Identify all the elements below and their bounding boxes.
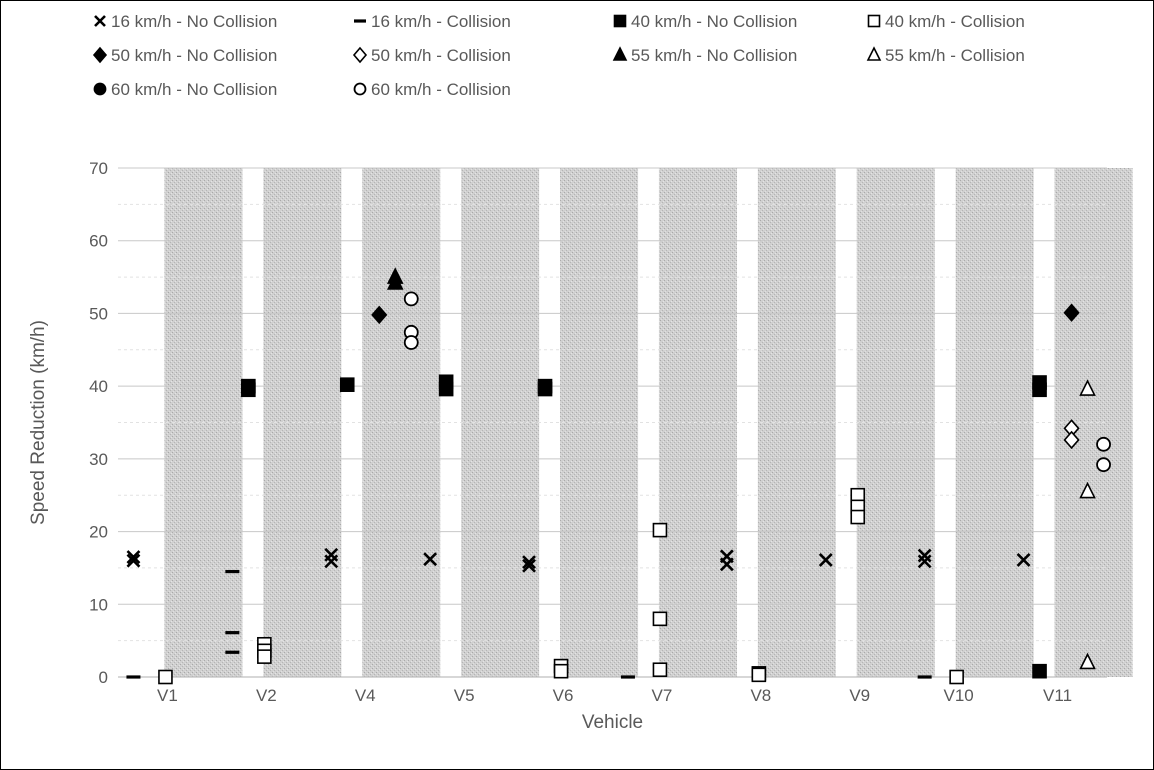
data-point [818,553,833,567]
x-tick-label: V4 [355,686,376,705]
y-axis-title: Speed Reduction (km/h) [28,320,49,525]
legend-marker [352,46,368,64]
data-point [1096,457,1111,473]
data-point [126,550,141,564]
y-tick-label: 70 [89,159,108,178]
legend-label: 55 km/h - No Collision [631,46,797,65]
data-point [158,669,173,685]
legend-label: 60 km/h - No Collision [111,80,277,99]
data-markers [126,267,1111,685]
data-point [1016,553,1031,567]
legend-label: 50 km/h - Collision [371,46,511,65]
x-tick-label: V10 [944,686,974,705]
data-point [324,554,339,569]
legend-marker [94,15,106,27]
data-point [620,675,635,679]
data-point [850,509,866,525]
x-axis-title: Vehicle [582,712,643,733]
legend-marker [867,14,881,28]
legend-label: 40 km/h - Collision [885,12,1025,31]
legend-label: 16 km/h - Collision [371,12,511,31]
data-point [917,554,932,569]
y-tick-label: 40 [89,377,108,396]
legend-marker [866,46,882,61]
legend-marker [612,46,628,61]
x-axis-tick-labels: V1 V2 V4 V5 V6 V7 V8 V9 V10 V11 [157,686,1072,705]
y-tick-label: 50 [89,304,108,323]
y-axis-tick-labels: 0 10 20 30 40 50 60 70 [89,159,108,687]
data-point [949,669,964,685]
data-point [403,335,419,350]
data-point [225,569,240,574]
data-point [1079,652,1096,670]
legend-label: 60 km/h - Collision [371,80,511,99]
data-point [537,381,553,397]
x-tick-label: V9 [849,686,870,705]
data-point [719,557,734,572]
data-point [1063,430,1080,450]
data-point [339,377,355,392]
data-point [371,305,388,325]
x-tick-label: V2 [256,686,277,705]
y-tick-label: 30 [89,450,108,469]
data-point [522,555,536,570]
data-point [1079,379,1096,396]
data-point [403,291,419,307]
data-point [257,649,272,664]
data-point [1079,481,1096,499]
data-point [917,548,932,563]
data-point [225,631,240,635]
data-point [126,675,141,679]
legend-label: 55 km/h - Collision [885,46,1025,65]
data-point [1096,436,1111,452]
data-point [386,273,404,290]
legend: 16 km/h - No Collision 16 km/h - Collisio… [92,12,1025,99]
x-tick-label: V1 [157,686,178,705]
y-tick-label: 10 [89,595,108,614]
x-tick-label: V11 [1043,686,1072,705]
x-tick-label: V7 [652,686,673,705]
legend-marker [353,82,367,96]
data-point [241,382,256,398]
gridlines [118,167,1107,678]
data-point [652,522,668,538]
data-point [1032,663,1047,679]
data-point [553,663,569,679]
legend-label: 50 km/h - No Collision [111,46,277,65]
data-point [522,558,536,573]
data-point [751,667,767,683]
data-point [652,662,668,678]
y-tick-label: 0 [99,668,108,687]
legend-marker [354,19,366,23]
data-point [225,650,240,654]
legend-label: 40 km/h - No Collision [631,12,797,31]
x-tick-label: V8 [750,686,771,705]
x-tick-label: V5 [454,686,475,705]
y-tick-label: 60 [89,232,108,251]
data-point [917,675,932,679]
data-point [126,553,141,568]
data-point [438,381,454,397]
legend-marker [93,82,107,96]
data-point [1032,382,1047,398]
x-tick-label: V6 [553,686,574,705]
legend-label: 16 km/h - No Collision [111,12,277,31]
data-point [1063,303,1080,322]
y-tick-label: 20 [89,523,108,542]
legend-marker [92,46,108,64]
data-point [423,552,438,567]
data-point [652,611,668,627]
legend-marker [613,14,627,28]
